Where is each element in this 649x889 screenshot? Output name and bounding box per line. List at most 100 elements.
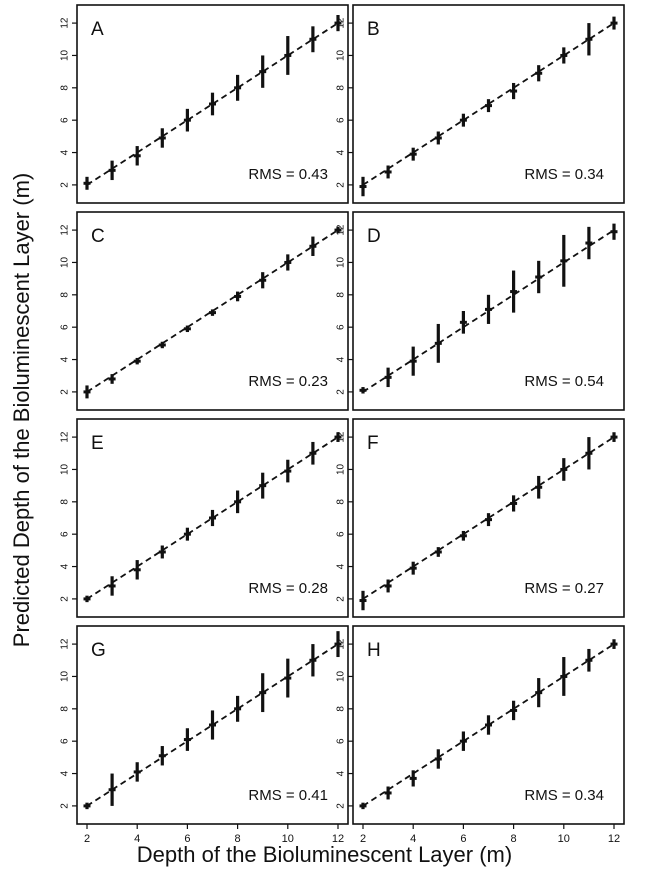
panel-g: 2 4 6 8 10 12 2 4 6 8 10 12 G RMS = 0.41	[60, 625, 349, 845]
y-tick-label: 2	[336, 596, 347, 602]
data-point	[234, 500, 242, 504]
y-tick-label: 12	[336, 17, 347, 29]
y-tick-label: 12	[60, 638, 71, 650]
y-tick-label: 12	[336, 224, 347, 236]
data-point	[434, 550, 442, 554]
y-tick-label: 12	[60, 224, 71, 236]
y-tick-label: 6	[336, 738, 347, 744]
y-tick-label: 2	[336, 389, 347, 395]
y-tick-label: 2	[60, 803, 71, 809]
y-tick-label: 12	[336, 431, 347, 443]
data-point	[359, 388, 367, 392]
panel-letter: C	[91, 226, 105, 247]
x-tick-label: 10	[282, 833, 294, 845]
data-point	[359, 599, 367, 603]
data-point	[259, 278, 267, 282]
data-point	[334, 228, 342, 232]
data-point	[284, 53, 292, 57]
data-point	[535, 691, 543, 695]
y-tick-label: 8	[60, 499, 71, 505]
data-point	[183, 118, 191, 122]
data-point	[234, 86, 242, 90]
data-point	[409, 776, 417, 780]
data-point	[309, 244, 317, 248]
data-point	[133, 568, 141, 572]
data-point	[183, 738, 191, 742]
data-point	[309, 451, 317, 455]
data-point	[158, 754, 166, 758]
data-point	[158, 136, 166, 140]
data-point	[510, 708, 518, 712]
rms-label: RMS = 0.27	[524, 580, 604, 597]
data-point	[108, 584, 116, 588]
y-tick-label: 4	[336, 356, 347, 362]
data-point	[259, 70, 267, 74]
panel-letter: H	[367, 640, 381, 661]
x-tick-label: 12	[608, 833, 620, 845]
data-point	[309, 658, 317, 662]
data-point	[535, 71, 543, 75]
y-tick-label: 10	[336, 463, 347, 475]
data-point	[409, 152, 417, 156]
y-tick-label: 12	[60, 431, 71, 443]
y-tick-label: 10	[336, 670, 347, 682]
data-point	[133, 770, 141, 774]
x-tick-label: 10	[558, 833, 570, 845]
data-point	[459, 118, 467, 122]
data-point	[234, 294, 242, 298]
data-point	[83, 181, 91, 185]
y-tick-label: 8	[60, 85, 71, 91]
panel-a: 2 4 6 8 10 12 A RMS = 0.43	[60, 4, 349, 204]
y-tick-label: 6	[336, 531, 347, 537]
y-tick-label: 10	[60, 256, 71, 268]
data-point	[510, 290, 518, 294]
data-point	[560, 674, 568, 678]
data-point	[409, 566, 417, 570]
data-point	[259, 691, 267, 695]
rms-label: RMS = 0.23	[248, 373, 328, 390]
data-point	[284, 469, 292, 473]
panel-letter: B	[367, 19, 380, 40]
data-point	[133, 359, 141, 363]
x-tick-label: 6	[184, 833, 190, 845]
data-point	[234, 707, 242, 711]
y-tick-label: 6	[336, 117, 347, 123]
x-tick-label: 8	[235, 833, 241, 845]
rms-label: RMS = 0.34	[524, 787, 604, 804]
data-point	[585, 37, 593, 41]
rms-label: RMS = 0.54	[524, 373, 604, 390]
panel-h: 2 4 6 8 10 12 2 4 6 8 10 12 H RMS = 0.34	[336, 625, 625, 845]
x-tick-label: 6	[460, 833, 466, 845]
data-point	[209, 311, 216, 315]
data-point	[610, 435, 618, 439]
data-point	[384, 791, 392, 795]
data-point	[510, 89, 518, 93]
y-tick-label: 4	[60, 356, 71, 362]
data-point	[485, 518, 492, 522]
y-tick-label: 8	[336, 292, 347, 298]
rms-label: RMS = 0.28	[248, 580, 328, 597]
y-tick-label: 8	[60, 292, 71, 298]
data-point	[284, 260, 292, 264]
y-tick-label: 6	[60, 531, 71, 537]
data-point	[459, 320, 467, 324]
data-point	[459, 534, 467, 538]
data-point	[485, 307, 492, 311]
data-point	[209, 723, 216, 727]
data-point	[434, 341, 442, 345]
data-point	[309, 37, 317, 41]
data-point	[585, 451, 593, 455]
panel-letter: E	[91, 433, 104, 454]
y-tick-label: 8	[336, 706, 347, 712]
y-tick-label: 6	[60, 117, 71, 123]
y-axis-title: Predicted Depth of the Bioluminescent La…	[9, 172, 34, 648]
panel-f: 2 4 6 8 10 12 F RMS = 0.27	[336, 418, 625, 618]
data-point	[83, 390, 91, 394]
data-point	[384, 584, 392, 588]
y-tick-label: 6	[60, 738, 71, 744]
data-point	[334, 642, 342, 646]
y-tick-label: 12	[336, 638, 347, 650]
y-axis-title-container: Predicted Depth of the Bioluminescent La…	[0, 0, 40, 820]
data-point	[359, 185, 367, 189]
